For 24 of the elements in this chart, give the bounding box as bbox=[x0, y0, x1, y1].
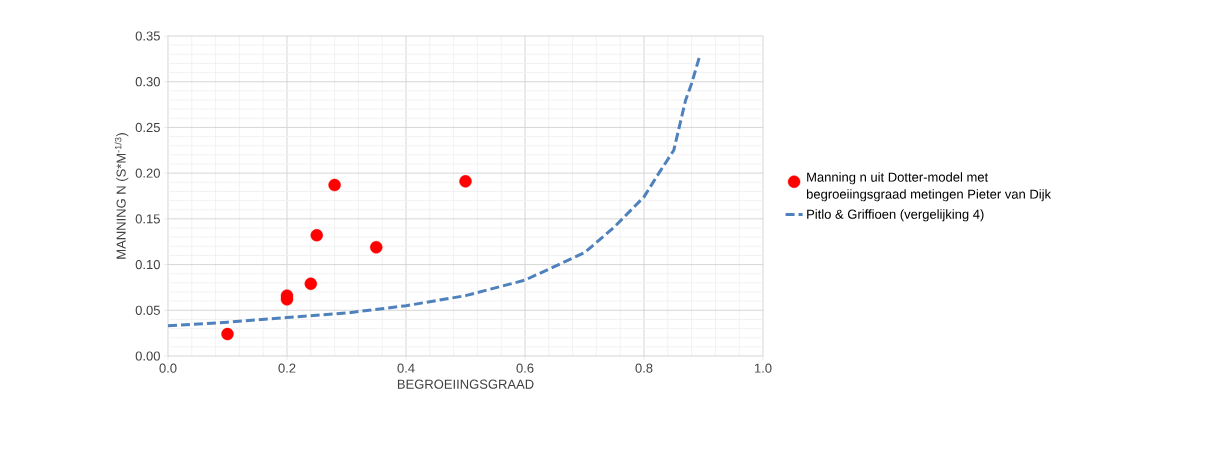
point bbox=[328, 178, 341, 192]
legend-label: Manning n uit Dotter-model met begroeiingsgraad metingen Pieter van Dijk bbox=[806, 172, 1052, 202]
y-tick-label: 0.20 bbox=[135, 168, 160, 178]
y-tick-label: 0.00 bbox=[135, 351, 160, 361]
x-axis-title: BEGROEIINGSGRAAD bbox=[397, 379, 534, 389]
x-tick-label: 1.0 bbox=[754, 363, 772, 373]
y-tick-label: 0.10 bbox=[135, 259, 160, 270]
legend-label: Pitlo & Griffioen (vergelijking 4) bbox=[807, 209, 984, 222]
x-tick-label: 0.2 bbox=[278, 363, 296, 373]
y-tick-label: 0.30 bbox=[135, 77, 160, 87]
y-tick-label: 0.25 bbox=[135, 122, 160, 133]
x-tick-label: 0.0 bbox=[159, 363, 177, 373]
point bbox=[459, 175, 472, 188]
point bbox=[370, 241, 383, 254]
y-tick-label: 0.15 bbox=[135, 214, 160, 224]
y-tick-label: 0.05 bbox=[135, 305, 160, 315]
x-tick-label: 0.4 bbox=[397, 363, 415, 373]
point bbox=[221, 327, 234, 341]
y-tick-label: 0.35 bbox=[135, 31, 160, 41]
x-tick-label: 0.6 bbox=[516, 363, 534, 373]
x-tick-label: 0.8 bbox=[635, 363, 653, 373]
y-axis-title: MANNING N (S*M$^{-1/3}$) bbox=[114, 133, 129, 259]
point bbox=[304, 277, 317, 290]
point bbox=[310, 229, 323, 242]
